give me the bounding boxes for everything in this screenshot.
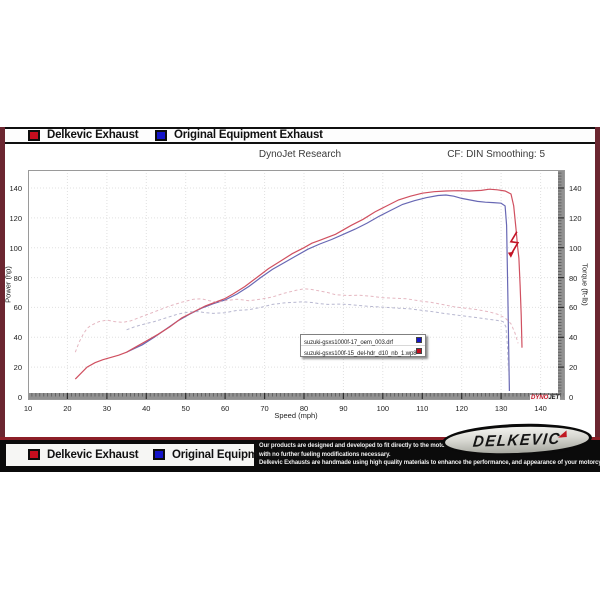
run-file-row-oem: suzuki-gsxs1000f-17_oem_003.drf (301, 335, 425, 346)
delkevic-legend-label-footer: Delkevic Exhaust (47, 449, 139, 461)
axis-tick-label: 90 (339, 404, 348, 413)
axis-tick-label: 120 (9, 213, 22, 223)
axis-tick-label: 20 (63, 404, 72, 413)
dynojet-watermark: DYNOJET (530, 395, 561, 401)
legend-bar-bottom-border (0, 142, 600, 144)
axis-tick-label: 60 (220, 404, 230, 413)
dyno-chart-card (5, 144, 595, 437)
blurb-line-3: Delkevic Exhausts are handmade using hig… (259, 460, 600, 467)
axis-tick-label: 20 (13, 363, 22, 373)
axis-tick-label: 100 (569, 243, 582, 253)
legend-bar-top-border (0, 127, 600, 129)
card-left-border (0, 127, 5, 437)
exhaust-legend-top: Delkevic Exhaust Original Equipment Exha… (5, 129, 595, 142)
axis-tick-label: 20 (569, 363, 578, 373)
axis-tick-label: 60 (13, 303, 22, 313)
footer-banner-top-stripe (0, 437, 600, 440)
delkevic-legend-label: Delkevic Exhaust (47, 129, 139, 141)
dyno-plot (28, 170, 565, 400)
axis-tick-label: 40 (569, 333, 578, 343)
axis-tick-label: 0 (17, 393, 22, 402)
dynojet-watermark-black: JET (548, 395, 560, 401)
axis-tick-label: 140 (9, 184, 22, 193)
delkevic-run-filename: suzuki-gsxs100f-15_del-hdr_d10_nb_1.wp8 (304, 351, 417, 357)
axis-tick-label: 140 (534, 404, 547, 413)
delkevic-logo-text: DELKEVIC (472, 429, 562, 451)
axis-tick-label: 100 (376, 404, 390, 413)
axis-tick-label: 100 (9, 243, 22, 253)
axis-tick-label: 110 (416, 404, 429, 413)
axis-tick-label: 120 (569, 213, 582, 223)
axis-tick-label: 50 (181, 404, 190, 413)
chart-title: DynoJet Research (258, 149, 342, 160)
axis-tick-label: 0 (569, 393, 574, 402)
axis-tick-label: 40 (142, 404, 151, 413)
dyno-plot-canvas (28, 170, 565, 400)
blurb-line-2: with no further fueling modifications ne… (259, 451, 391, 458)
axis-tick-label: 30 (102, 404, 112, 413)
product-blurb: Our products are designed and developed … (259, 442, 600, 468)
axis-tick-label: 120 (455, 404, 468, 413)
oem-swatch-footer (153, 449, 165, 460)
axis-tick-label: 80 (13, 273, 22, 283)
speed-axis-title: Speed (mph) (274, 411, 318, 420)
oem-legend-label: Original Equipment Exhaust (174, 129, 323, 141)
axis-tick-label: 60 (569, 303, 578, 313)
exhaust-legend-bottom: Delkevic Exhaust Original Equipment Exha… (6, 444, 321, 466)
blurb-line-1: Our products are designed and developed … (259, 443, 462, 449)
smoothing-setting: CF: DIN Smoothing: 5 (447, 149, 545, 160)
axis-tick-label: 40 (13, 333, 22, 343)
run-file-legend: suzuki-gsxs1000f-17_oem_003.drf suzuki-g… (300, 334, 426, 357)
axis-tick-label: 80 (299, 404, 309, 413)
axis-tick-label: 80 (569, 273, 578, 283)
delkevic-run-swatch (416, 348, 422, 354)
axis-tick-label: 70 (260, 404, 269, 413)
oem-legend-label-footer: Original Equipment Exhaust (172, 449, 321, 461)
delkevic-swatch (28, 130, 40, 141)
oem-swatch (155, 130, 167, 141)
axis-tick-label: 140 (569, 184, 582, 193)
card-right-border (595, 127, 600, 437)
delkevic-swatch-footer (28, 449, 40, 460)
dynojet-watermark-red: DYNO (531, 395, 549, 401)
run-file-row-delkevic: suzuki-gsxs100f-15_del-hdr_d10_nb_1.wp8 (301, 346, 425, 357)
axis-tick-label: 130 (494, 404, 508, 413)
axis-tick-label: 10 (23, 404, 33, 413)
oem-run-filename: suzuki-gsxs1000f-17_oem_003.drf (304, 340, 393, 346)
oem-run-swatch (416, 337, 422, 343)
